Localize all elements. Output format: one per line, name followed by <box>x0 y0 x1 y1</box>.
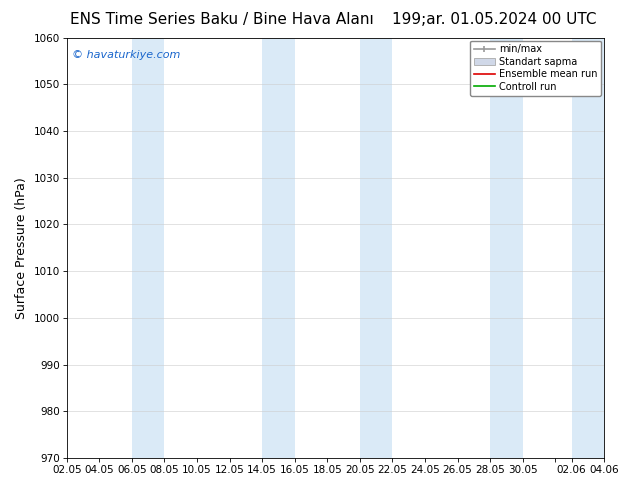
Bar <box>490 38 523 458</box>
Bar <box>572 38 604 458</box>
Text: © havaturkiye.com: © havaturkiye.com <box>72 50 181 60</box>
Bar <box>262 38 295 458</box>
Text: ENS Time Series Baku / Bine Hava Alanı: ENS Time Series Baku / Bine Hava Alanı <box>70 12 374 27</box>
Bar <box>132 38 164 458</box>
Bar <box>360 38 392 458</box>
Y-axis label: Surface Pressure (hPa): Surface Pressure (hPa) <box>15 177 28 318</box>
Legend: min/max, Standart sapma, Ensemble mean run, Controll run: min/max, Standart sapma, Ensemble mean r… <box>470 41 601 96</box>
Text: 199;ar. 01.05.2024 00 UTC: 199;ar. 01.05.2024 00 UTC <box>392 12 597 27</box>
